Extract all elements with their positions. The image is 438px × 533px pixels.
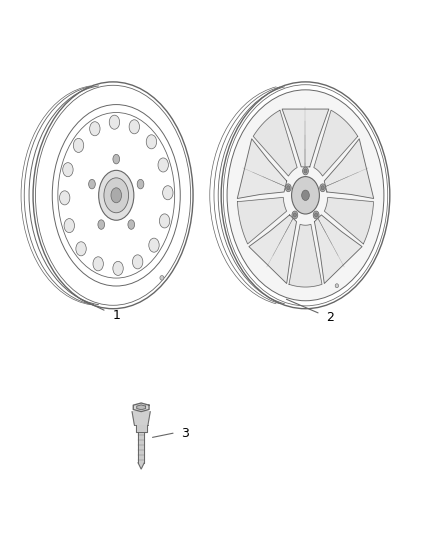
Polygon shape (137, 405, 145, 410)
Ellipse shape (321, 185, 324, 190)
Ellipse shape (104, 178, 129, 213)
Polygon shape (253, 110, 297, 176)
Polygon shape (325, 197, 374, 244)
Ellipse shape (292, 176, 319, 214)
Ellipse shape (287, 185, 290, 190)
Polygon shape (289, 224, 322, 287)
Ellipse shape (76, 242, 86, 256)
Ellipse shape (128, 220, 134, 229)
Ellipse shape (320, 184, 325, 192)
Ellipse shape (149, 238, 159, 252)
Ellipse shape (64, 219, 74, 233)
Ellipse shape (113, 155, 120, 164)
Ellipse shape (93, 257, 103, 271)
Ellipse shape (99, 171, 134, 220)
Polygon shape (324, 139, 374, 198)
Polygon shape (237, 139, 287, 198)
Ellipse shape (304, 169, 307, 173)
Ellipse shape (292, 211, 298, 219)
Polygon shape (132, 411, 150, 425)
Ellipse shape (314, 213, 318, 217)
Ellipse shape (286, 184, 291, 192)
Ellipse shape (129, 120, 140, 134)
Ellipse shape (160, 276, 164, 280)
Text: 2: 2 (326, 311, 334, 324)
Ellipse shape (109, 115, 120, 129)
Ellipse shape (158, 158, 168, 172)
Ellipse shape (293, 213, 297, 217)
Ellipse shape (90, 122, 100, 136)
Ellipse shape (137, 180, 144, 189)
Polygon shape (138, 432, 144, 463)
Ellipse shape (159, 214, 170, 228)
Ellipse shape (113, 261, 123, 276)
Ellipse shape (98, 220, 105, 229)
Ellipse shape (60, 191, 70, 205)
Ellipse shape (313, 211, 319, 219)
Ellipse shape (335, 284, 339, 288)
Ellipse shape (73, 139, 84, 152)
Ellipse shape (132, 255, 143, 269)
Ellipse shape (162, 185, 173, 200)
Ellipse shape (303, 167, 308, 175)
Text: 3: 3 (181, 427, 189, 440)
Text: 1: 1 (113, 309, 121, 321)
Ellipse shape (63, 163, 73, 177)
Ellipse shape (146, 135, 157, 149)
Ellipse shape (227, 90, 384, 301)
Ellipse shape (111, 188, 121, 203)
Polygon shape (314, 110, 358, 176)
Polygon shape (133, 403, 149, 411)
Polygon shape (282, 109, 329, 167)
Polygon shape (136, 425, 147, 432)
Polygon shape (314, 215, 362, 284)
Ellipse shape (302, 190, 309, 200)
Polygon shape (138, 463, 144, 469)
Polygon shape (237, 197, 286, 244)
Polygon shape (249, 215, 297, 284)
Ellipse shape (88, 180, 95, 189)
